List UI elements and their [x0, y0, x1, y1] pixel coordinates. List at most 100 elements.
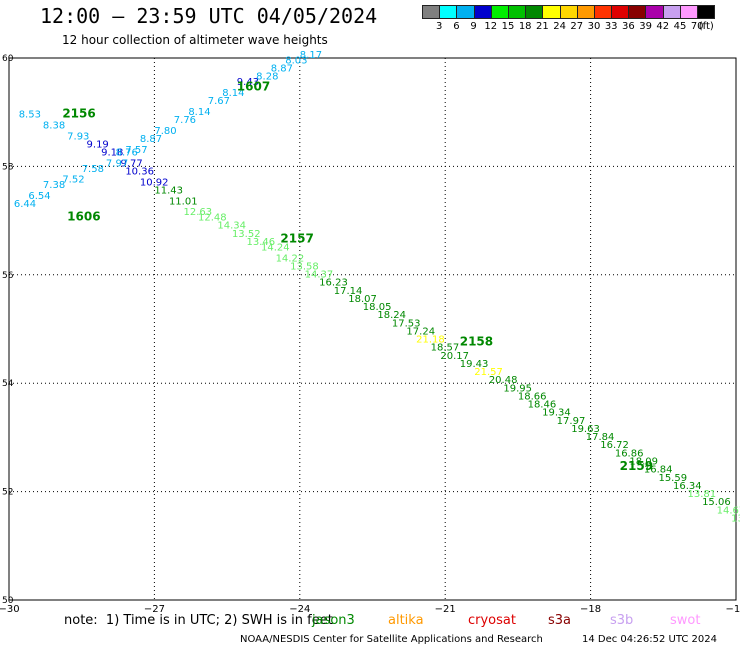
color-legend-label: 70 [690, 21, 704, 32]
pass-number-label: 1607 [237, 80, 270, 94]
wave-height-label: 17.84 [586, 432, 615, 443]
wave-height-label: 8.14 [188, 107, 210, 118]
latitude-tick-label: 56 [2, 271, 14, 281]
wave-height-label: 13.34 [731, 513, 740, 524]
color-legend-label: 24 [553, 21, 566, 32]
longitude-tick-label: −27 [144, 604, 165, 615]
wave-height-label: 8.87 [271, 64, 293, 75]
wave-height-label: 8.38 [43, 120, 65, 131]
wave-height-label: 19.63 [571, 424, 600, 435]
longitude-tick-label: −24 [289, 604, 310, 615]
color-swatch [697, 5, 716, 19]
wave-height-label: 12.48 [198, 213, 227, 224]
latitude-tick-label: 60 [2, 54, 14, 64]
wave-height-label: 21.18 [416, 335, 445, 346]
wave-height-label: 20.17 [440, 351, 469, 362]
wave-height-label: 15.06 [702, 497, 731, 508]
wave-height-label: 16.34 [673, 481, 702, 492]
wave-height-label: 11.43 [154, 186, 183, 197]
wave-height-label: 16.84 [644, 465, 673, 476]
longitude-tick-label: −21 [435, 604, 456, 615]
wave-height-label: 8.03 [285, 55, 307, 66]
wave-height-label: 14.67 [717, 505, 740, 516]
color-legend-label: (ft) [698, 21, 714, 32]
latitude-tick-label: 58 [2, 162, 14, 172]
color-legend-label: 30 [587, 21, 601, 32]
color-legend-label: 18 [518, 21, 532, 32]
wave-height-label: 13.46 [246, 237, 275, 248]
color-legend-label: 39 [639, 21, 652, 32]
wave-height-label: 6.54 [28, 191, 50, 202]
wave-height-label: 7.97 [106, 158, 128, 169]
wave-height-label: 14.22 [276, 253, 305, 264]
wave-height-label: 18.05 [363, 302, 392, 313]
longitude-tick-label: −30 [0, 604, 20, 615]
wave-height-label: 16.23 [319, 278, 348, 289]
color-legend-labels: 3 6 9 12 15 18 21 24 27 30 33 36 39 42 45 70 (ft) [422, 21, 740, 35]
wave-height-label: 8.87 [140, 134, 162, 145]
color-legend-label: 12 [484, 21, 498, 32]
wave-height-label: 19.95 [503, 383, 532, 394]
wave-height-label: 13.52 [232, 229, 261, 240]
wave-height-label: 14.34 [217, 221, 246, 232]
color-legend-label: 3 [436, 21, 443, 32]
pass-number-label: 2157 [280, 231, 313, 245]
wave-height-label: 17.14 [334, 286, 363, 297]
wave-height-label: 7.67 [208, 96, 230, 107]
page-title: 12:00 — 23:59 UTC 04/05/2024 [40, 4, 378, 28]
wave-height-label: 21.57 [474, 367, 503, 378]
mission-jason3: jason3 [312, 613, 355, 628]
mission-cryosat: cryosat [468, 613, 516, 628]
wave-height-label: 9.18 [101, 148, 123, 159]
mission-altika: altika [388, 613, 424, 628]
wave-height-label: 7.80 [154, 126, 176, 137]
wave-height-label: 18.46 [528, 400, 557, 411]
color-legend-label: 6 [453, 21, 460, 32]
credit-line: NOAA/NESDIS Center for Satellite Applica… [240, 634, 543, 645]
wave-height-label: 9.19 [87, 139, 109, 150]
wave-height-label: 8.28 [256, 72, 278, 83]
wave-height-label: 18.24 [377, 310, 406, 321]
wave-height-label: 7.76 [174, 115, 196, 126]
wave-height-label: 7.58 [82, 164, 104, 175]
color-legend-label: 27 [570, 21, 584, 32]
wave-height-label: 18.07 [348, 294, 377, 305]
color-legend [422, 5, 716, 19]
wave-height-label: 8.53 [19, 110, 41, 121]
wave-height-label: 17.24 [406, 326, 435, 337]
wave-height-label: 19.34 [542, 408, 571, 419]
mission-swot: swot [670, 613, 701, 628]
color-legend-label: 45 [673, 21, 687, 32]
wave-height-label: 14.37 [305, 270, 334, 281]
footer-note: note: 1) Time is in UTC; 2) SWH is in fe… [64, 613, 333, 628]
pass-number-label: 2158 [460, 334, 493, 348]
color-legend-label: 33 [604, 21, 618, 32]
latitude-tick-label: 54 [2, 379, 14, 389]
wave-height-label: 10.36 [125, 167, 154, 178]
pass-number-label: 1606 [67, 210, 100, 224]
wave-height-label: 9.43 [237, 77, 259, 88]
color-legend-label: 15 [501, 21, 515, 32]
wave-height-label: 16.86 [615, 448, 644, 459]
wave-height-label: 13.81 [688, 489, 717, 500]
wave-height-label: 8.76 [116, 148, 138, 159]
longitude-tick-label: −18 [580, 604, 601, 615]
wave-height-label: 16.72 [600, 440, 629, 451]
latitude-tick-label: 50 [2, 596, 14, 606]
wave-height-label: 11.01 [169, 196, 198, 207]
wave-height-label: 7.38 [43, 180, 65, 191]
wave-height-label: 18.57 [431, 343, 460, 354]
wave-height-label: 8.14 [222, 88, 244, 99]
longitude-tick-label: −15 [725, 604, 740, 615]
wave-height-label: 20.48 [489, 375, 518, 386]
wave-height-label: 7.52 [62, 175, 84, 186]
mission-s3a: s3a [548, 613, 572, 628]
wave-height-label: 12.63 [183, 207, 212, 218]
wave-height-label: 17.97 [557, 416, 586, 427]
map-frame [8, 57, 737, 601]
color-legend-label: 9 [470, 21, 477, 32]
color-legend-label: 42 [656, 21, 670, 32]
mission-s3b: s3b [610, 613, 634, 628]
wave-height-label: 7.57 [125, 145, 147, 156]
